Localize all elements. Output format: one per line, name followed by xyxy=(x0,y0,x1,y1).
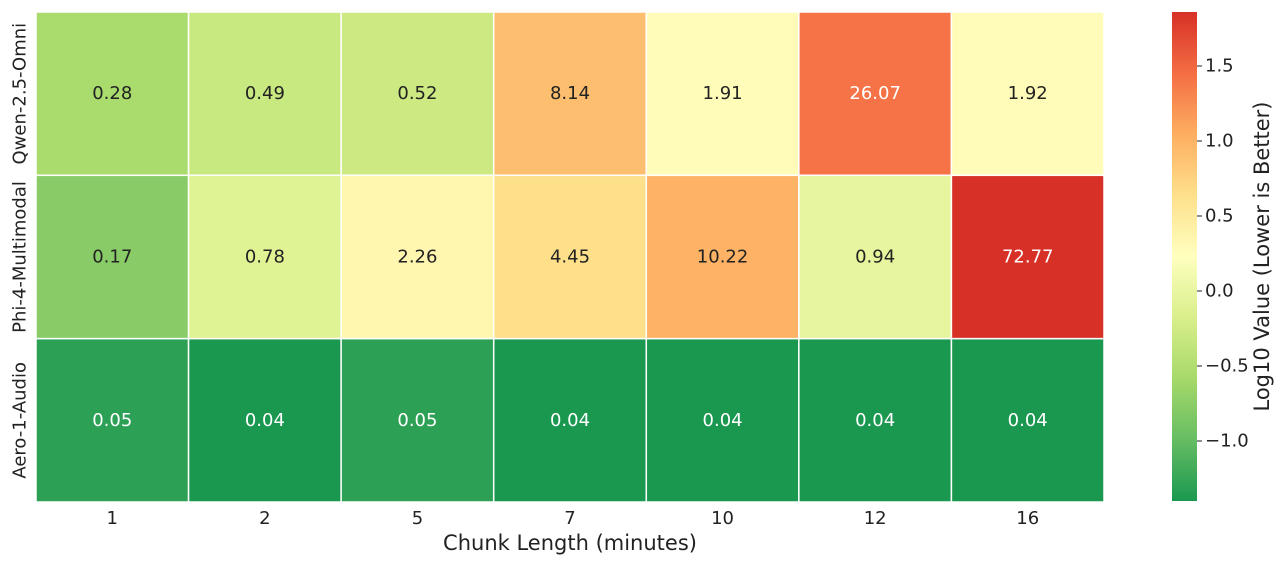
cell-value-label: 0.05 xyxy=(397,410,437,431)
cell-value-label: 4.45 xyxy=(550,247,590,268)
cell-value-label: 0.04 xyxy=(1008,410,1048,431)
colorbar-tick-label: 0.5 xyxy=(1205,206,1234,227)
cell-value-label: 0.94 xyxy=(855,247,895,268)
heatmap-cell xyxy=(645,337,800,503)
cell-value-label: 0.04 xyxy=(550,410,590,431)
x-tick-label: 2 xyxy=(259,508,270,529)
cell-value-label: 72.77 xyxy=(1002,247,1054,268)
colorbar-ticks: 1.5 1.0 0.5 0.0 −0.5 −1.0 xyxy=(1197,56,1249,452)
colorbar-tick-label: 0.0 xyxy=(1205,281,1234,302)
cell-value-label: 0.17 xyxy=(92,247,132,268)
cell-value-label: 0.49 xyxy=(245,83,285,104)
colorbar-tick-label: 1.5 xyxy=(1205,56,1234,77)
heatmap-cell xyxy=(35,337,190,503)
heatmap-cell xyxy=(950,337,1105,503)
colorbar: 1.5 1.0 0.5 0.0 −0.5 −1.0 Log10 Value (Lower … xyxy=(1172,12,1274,501)
heatmap-cell xyxy=(340,174,495,340)
cell-value-label: 8.14 xyxy=(550,83,590,104)
colorbar-title: Log10 Value (Lower is Better) xyxy=(1250,101,1274,411)
y-tick-label: Aero-1-Audio xyxy=(10,362,31,479)
cell-value-label: 0.04 xyxy=(245,410,285,431)
cell-value-label: 0.05 xyxy=(92,410,132,431)
heatmap-cell xyxy=(35,11,190,177)
y-axis: Qwen-2.5-Omni Phi-4-Multimodal Aero-1-Audi… xyxy=(10,23,31,479)
cell-value-label: 2.26 xyxy=(397,247,437,268)
heatmap-cells: 0.28 0.49 0.52 8.14 1.91 26.07 1.92 0.17 0.78 2.2… xyxy=(35,11,1105,503)
x-tick-label: 5 xyxy=(412,508,423,529)
colorbar-tick-label: −0.5 xyxy=(1205,356,1249,377)
x-tick-label: 12 xyxy=(864,508,887,529)
y-tick-label: Phi-4-Multimodal xyxy=(10,181,31,333)
heatmap-cell xyxy=(645,174,800,340)
heatmap-cell xyxy=(35,174,190,340)
cell-value-label: 0.78 xyxy=(245,247,285,268)
x-tick-label: 7 xyxy=(564,508,575,529)
cell-value-label: 0.04 xyxy=(855,410,895,431)
x-axis: 1 2 5 7 10 12 16 xyxy=(107,508,1040,529)
heatmap-cell xyxy=(798,174,953,340)
cell-value-label: 26.07 xyxy=(849,83,901,104)
heatmap-cell xyxy=(645,11,800,177)
colorbar-tick-label: 1.0 xyxy=(1205,131,1234,152)
cell-value-label: 1.92 xyxy=(1008,83,1048,104)
cell-value-label: 1.91 xyxy=(703,83,743,104)
y-tick-label: Qwen-2.5-Omni xyxy=(10,23,31,165)
colorbar-tick-label: −1.0 xyxy=(1205,431,1249,452)
cell-value-label: 0.04 xyxy=(703,410,743,431)
x-axis-title: Chunk Length (minutes) xyxy=(443,531,697,555)
heatmap-cell xyxy=(798,11,953,177)
cell-value-label: 10.22 xyxy=(697,247,749,268)
colorbar-gradient xyxy=(1172,12,1197,501)
heatmap-cell xyxy=(340,11,495,177)
heatmap-cell xyxy=(340,337,495,503)
x-tick-label: 1 xyxy=(107,508,118,529)
cell-value-label: 0.52 xyxy=(397,83,437,104)
heatmap-cell xyxy=(950,174,1105,340)
heatmap-cell xyxy=(492,337,648,503)
cell-value-label: 0.28 xyxy=(92,83,132,104)
heatmap-cell xyxy=(187,11,342,177)
heatmap-cell xyxy=(798,337,953,503)
x-tick-label: 10 xyxy=(711,508,734,529)
heatmap-cell xyxy=(492,11,648,177)
x-tick-label: 16 xyxy=(1016,508,1039,529)
heatmap-cell xyxy=(187,337,342,503)
